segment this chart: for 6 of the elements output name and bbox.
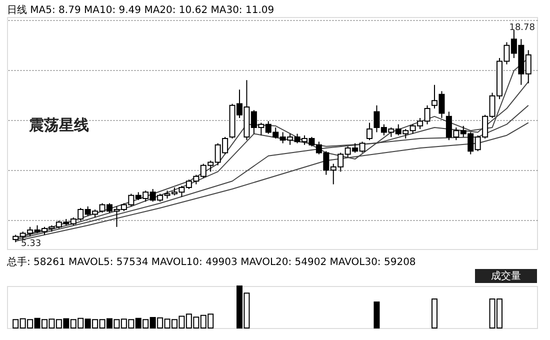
annotation: 18.78 (509, 23, 536, 33)
chart-title: 日线 MA5: 8.79 MA10: 9.49 MA20: 10.62 MA30: 11.09 (7, 4, 274, 16)
text: 成交量 (491, 270, 521, 282)
chart-title: 总手: 58261 MAVOL5: 57534 MAVOL10: 49903 MAVOL20: 54902 MAVOL30: 59208 (6, 256, 416, 268)
annotation: 5.33 (21, 239, 42, 249)
annotation: 震荡星线 (28, 116, 89, 134)
